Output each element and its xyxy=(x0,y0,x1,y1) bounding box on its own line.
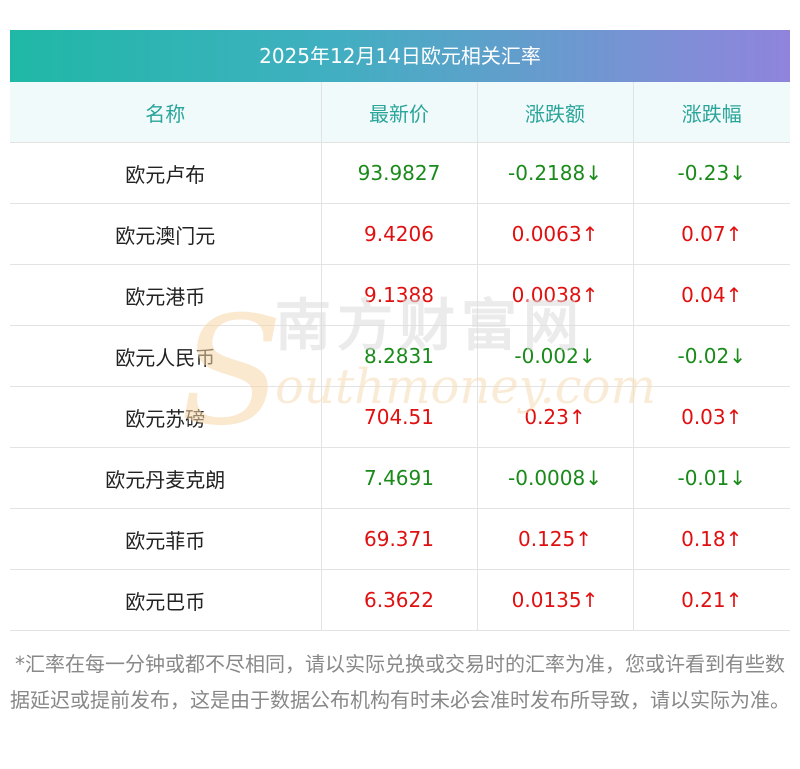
change-amount: 0.23↑ xyxy=(477,386,634,448)
change-percent: 0.04↑ xyxy=(633,264,790,326)
currency-name: 欧元丹麦克朗 xyxy=(10,447,322,509)
latest-price: 704.51 xyxy=(321,386,478,448)
table-header-row: 名称 最新价 涨跌额 涨跌幅 xyxy=(10,82,790,143)
table-row: 欧元苏磅 704.51 0.23↑ 0.03↑ xyxy=(10,386,790,448)
change-amount: -0.2188↓ xyxy=(477,142,634,204)
table-row: 欧元菲币 69.371 0.125↑ 0.18↑ xyxy=(10,508,790,570)
table-row: 欧元人民币 8.2831 -0.002↓ -0.02↓ xyxy=(10,325,790,387)
latest-price: 9.4206 xyxy=(321,203,478,265)
change-percent: -0.02↓ xyxy=(633,325,790,387)
table-row: 欧元卢布 93.9827 -0.2188↓ -0.23↓ xyxy=(10,142,790,204)
header-name: 名称 xyxy=(10,82,322,143)
currency-name: 欧元巴币 xyxy=(10,569,322,631)
currency-name: 欧元菲币 xyxy=(10,508,322,570)
exchange-rate-table: 名称 最新价 涨跌额 涨跌幅 欧元卢布 93.9827 -0.2188↓ -0.… xyxy=(10,82,790,631)
header-change: 涨跌额 xyxy=(477,82,634,143)
latest-price: 8.2831 xyxy=(321,325,478,387)
change-amount: 0.0135↑ xyxy=(477,569,634,631)
currency-name: 欧元卢布 xyxy=(10,142,322,204)
change-percent: 0.21↑ xyxy=(633,569,790,631)
change-amount: 0.0063↑ xyxy=(477,203,634,265)
header-percent: 涨跌幅 xyxy=(633,82,790,143)
change-percent: 0.03↑ xyxy=(633,386,790,448)
table-row: 欧元丹麦克朗 7.4691 -0.0008↓ -0.01↓ xyxy=(10,447,790,509)
table-row: 欧元港币 9.1388 0.0038↑ 0.04↑ xyxy=(10,264,790,326)
currency-name: 欧元苏磅 xyxy=(10,386,322,448)
latest-price: 9.1388 xyxy=(321,264,478,326)
latest-price: 69.371 xyxy=(321,508,478,570)
disclaimer-footnote: *汇率在每一分钟或都不尽相同，请以实际兑换或交易时的汇率为准，您或许看到有些数据… xyxy=(10,652,790,712)
currency-name: 欧元人民币 xyxy=(10,325,322,387)
table-row: 欧元澳门元 9.4206 0.0063↑ 0.07↑ xyxy=(10,203,790,265)
change-percent: 0.07↑ xyxy=(633,203,790,265)
change-amount: 0.125↑ xyxy=(477,508,634,570)
latest-price: 93.9827 xyxy=(321,142,478,204)
change-percent: -0.23↓ xyxy=(633,142,790,204)
header-price: 最新价 xyxy=(321,82,478,143)
change-percent: -0.01↓ xyxy=(633,447,790,509)
currency-name: 欧元澳门元 xyxy=(10,203,322,265)
latest-price: 6.3622 xyxy=(321,569,478,631)
change-amount: 0.0038↑ xyxy=(477,264,634,326)
change-percent: 0.18↑ xyxy=(633,508,790,570)
currency-name: 欧元港币 xyxy=(10,264,322,326)
table-row: 欧元巴币 6.3622 0.0135↑ 0.21↑ xyxy=(10,569,790,631)
change-amount: -0.002↓ xyxy=(477,325,634,387)
page-title: 2025年12月14日欧元相关汇率 xyxy=(10,30,790,82)
latest-price: 7.4691 xyxy=(321,447,478,509)
change-amount: -0.0008↓ xyxy=(477,447,634,509)
